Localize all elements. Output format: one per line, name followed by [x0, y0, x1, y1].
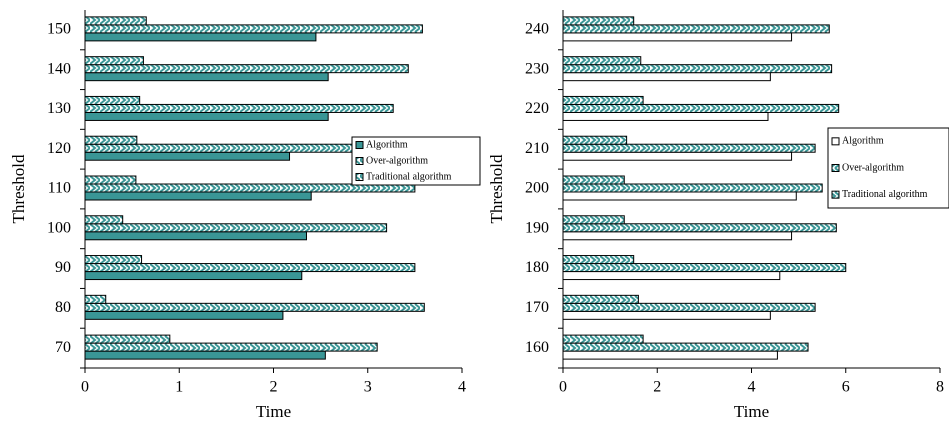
- x-tick-label: 8: [936, 379, 944, 396]
- bar: [85, 144, 368, 152]
- bar: [85, 136, 137, 144]
- x-axis-label: Time: [256, 402, 291, 421]
- bar: [85, 303, 424, 311]
- bar: [85, 224, 387, 232]
- bar: [85, 112, 328, 120]
- bar: [563, 343, 808, 351]
- y-tick-label: 100: [47, 219, 71, 236]
- legend-swatch: [832, 138, 839, 145]
- bar: [85, 343, 377, 351]
- bar: [563, 351, 777, 359]
- bar: [85, 335, 170, 343]
- bar: [563, 57, 641, 65]
- bar: [563, 25, 829, 33]
- bar: [563, 184, 822, 192]
- bar: [563, 144, 815, 152]
- bar: [563, 176, 624, 184]
- x-tick-label: 2: [270, 379, 278, 396]
- x-tick-label: 6: [842, 379, 850, 396]
- x-axis-label: Time: [734, 402, 769, 421]
- bar: [85, 152, 290, 160]
- y-tick-label: 110: [48, 180, 71, 197]
- y-tick-label: 230: [525, 60, 549, 77]
- legend-swatch: [356, 174, 363, 181]
- bar: [85, 176, 136, 184]
- y-tick-label: 210: [525, 140, 549, 157]
- bar: [85, 232, 306, 240]
- legend-label: Algorithm: [366, 139, 408, 150]
- legend-swatch: [356, 158, 363, 165]
- bar: [563, 17, 634, 25]
- bar: [563, 311, 770, 319]
- y-tick-label: 140: [47, 60, 71, 77]
- legend-swatch: [832, 191, 839, 198]
- legend-label: Over-algorithm: [366, 155, 428, 166]
- bar: [563, 33, 792, 41]
- bar: [563, 192, 796, 200]
- legend-swatch: [832, 165, 839, 172]
- x-tick-label: 4: [748, 379, 756, 396]
- x-tick-label: 1: [175, 379, 183, 396]
- legend-swatch: [356, 142, 363, 149]
- bar: [85, 192, 311, 200]
- bar: [563, 96, 643, 104]
- x-tick-label: 2: [653, 379, 661, 396]
- y-tick-label: 190: [525, 219, 549, 236]
- y-tick-label: 150: [47, 21, 71, 38]
- bar: [85, 73, 328, 81]
- y-tick-label: 170: [525, 299, 549, 316]
- bar: [563, 335, 643, 343]
- bar: [85, 104, 393, 112]
- bar: [563, 152, 792, 160]
- y-tick-label: 180: [525, 259, 549, 276]
- legend-label: Over-algorithm: [842, 162, 904, 173]
- legend-label: Algorithm: [842, 136, 884, 147]
- bar: [563, 264, 846, 272]
- bar: [85, 17, 146, 25]
- bar: [563, 295, 638, 303]
- bar: [85, 256, 142, 264]
- bar: [563, 224, 836, 232]
- y-axis-label: Threshold: [9, 154, 28, 223]
- bar: [563, 73, 770, 81]
- x-tick-label: 3: [364, 379, 372, 396]
- y-tick-label: 220: [525, 100, 549, 117]
- bar: [85, 295, 106, 303]
- bar: [563, 112, 768, 120]
- x-tick-label: 0: [559, 379, 567, 396]
- x-tick-label: 4: [458, 379, 466, 396]
- bar: [85, 96, 140, 104]
- bar: [563, 65, 832, 73]
- y-tick-label: 240: [525, 21, 549, 38]
- bar: [85, 65, 408, 73]
- bar: [85, 57, 143, 65]
- y-tick-label: 70: [55, 339, 71, 356]
- bar: [563, 232, 792, 240]
- legend-label: Traditional algorithm: [366, 171, 452, 182]
- legend-label: Traditional algorithm: [842, 189, 928, 200]
- chart: 01234TimeThreshold7080901001101201301401…: [0, 0, 949, 425]
- y-tick-label: 80: [55, 299, 71, 316]
- y-axis-label: Threshold: [487, 154, 506, 223]
- y-tick-label: 130: [47, 100, 71, 117]
- y-tick-label: 90: [55, 259, 71, 276]
- bar: [85, 351, 325, 359]
- bar: [563, 256, 634, 264]
- x-tick-label: 0: [81, 379, 89, 396]
- y-tick-label: 200: [525, 180, 549, 197]
- bar: [85, 216, 123, 224]
- y-tick-label: 120: [47, 140, 71, 157]
- bar: [563, 104, 839, 112]
- y-tick-label: 160: [525, 339, 549, 356]
- bar: [85, 272, 302, 280]
- bar: [563, 136, 627, 144]
- bar: [85, 25, 422, 33]
- bar: [563, 216, 624, 224]
- bar: [85, 33, 316, 41]
- bar: [563, 272, 780, 280]
- bar: [563, 303, 815, 311]
- bar: [85, 311, 283, 319]
- bar: [85, 264, 415, 272]
